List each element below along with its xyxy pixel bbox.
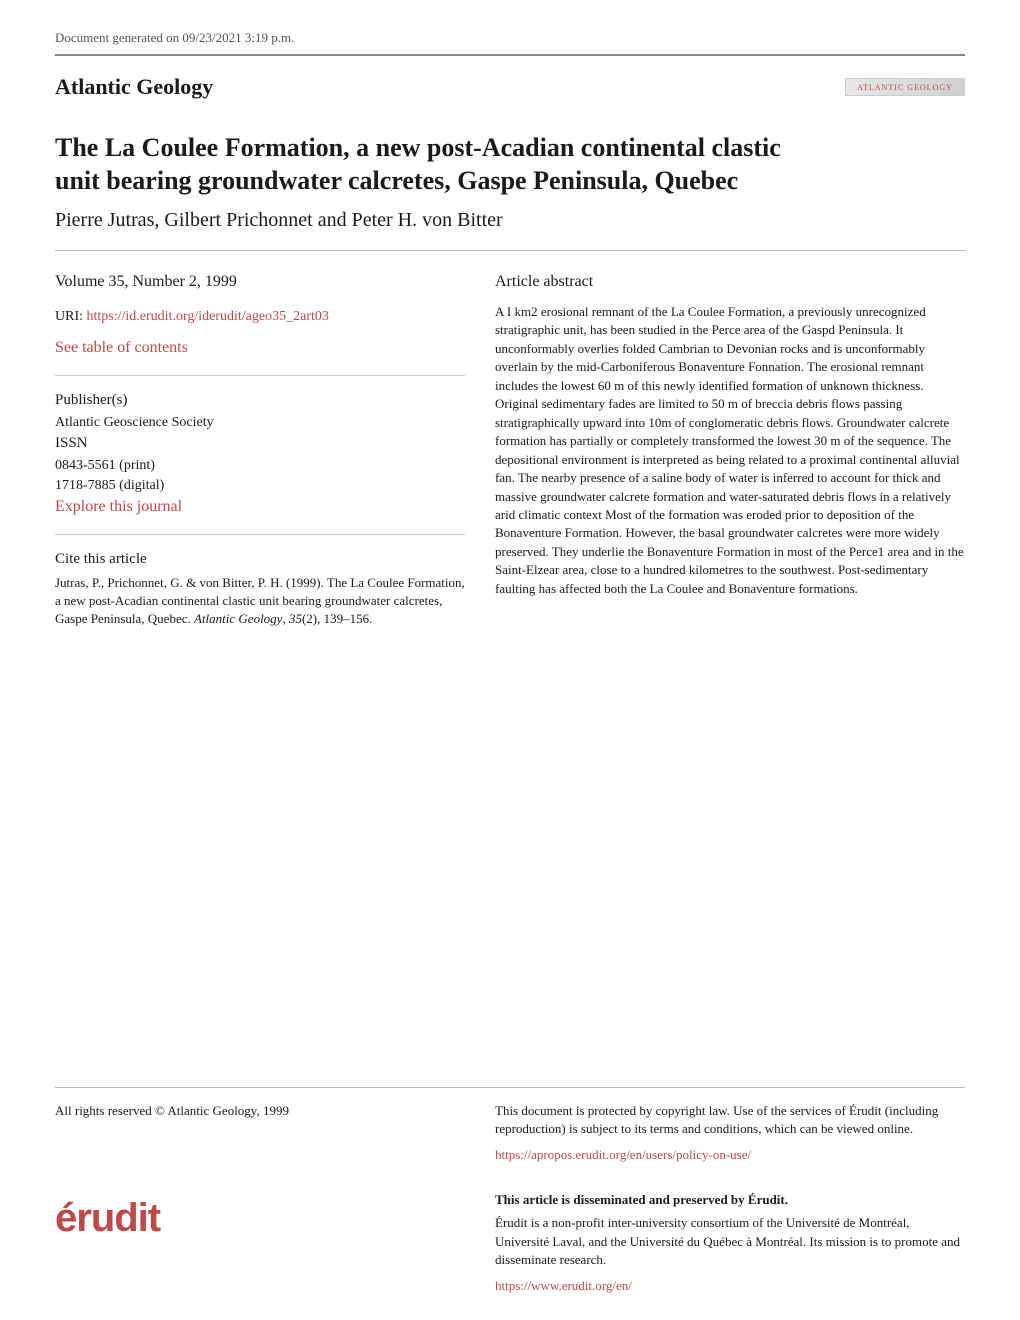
divider — [55, 534, 465, 535]
divider — [55, 250, 965, 251]
divider — [55, 1087, 965, 1088]
cite-part-3: (2), 139–156. — [302, 611, 372, 626]
divider — [55, 375, 465, 376]
issn-print: 0843-5561 (print) — [55, 458, 465, 474]
main-columns: Volume 35, Number 2, 1999 URI: https://i… — [55, 273, 965, 1087]
generated-timestamp: Document generated on 09/23/2021 3:19 p.… — [55, 30, 965, 56]
erudit-info: This article is disseminated and preserv… — [495, 1192, 965, 1295]
explore-journal-link[interactable]: Explore this journal — [55, 498, 182, 515]
right-column: Article abstract A I km2 erosional remna… — [495, 273, 965, 1087]
cite-volume: 35 — [289, 611, 302, 626]
left-column: Volume 35, Number 2, 1999 URI: https://i… — [55, 273, 465, 1087]
authors: Pierre Jutras, Gilbert Prichonnet and Pe… — [55, 209, 965, 232]
journal-logo: ATLANTIC GEOLOGY — [845, 78, 965, 96]
protected-text: This document is protected by copyright … — [495, 1102, 965, 1138]
disseminated-heading: This article is disseminated and preserv… — [495, 1192, 965, 1208]
erudit-logo-text: érudit — [55, 1196, 160, 1240]
footer-right: This document is protected by copyright … — [495, 1102, 965, 1164]
header-row: Atlantic Geology ATLANTIC GEOLOGY — [55, 74, 965, 100]
erudit-row: érudit This article is disseminated and … — [55, 1192, 965, 1295]
footer: All rights reserved © Atlantic Geology, … — [55, 1087, 965, 1295]
abstract-label: Article abstract — [495, 273, 965, 291]
footer-left: All rights reserved © Atlantic Geology, … — [55, 1102, 465, 1164]
issn-label: ISSN — [55, 435, 465, 452]
uri-label: URI: — [55, 309, 87, 324]
cite-text: Jutras, P., Prichonnet, G. & von Bitter,… — [55, 574, 465, 629]
abstract-text: A I km2 erosional remnant of the La Coul… — [495, 303, 965, 598]
erudit-logo: érudit — [55, 1192, 465, 1241]
publisher-label: Publisher(s) — [55, 392, 465, 409]
policy-link[interactable]: https://apropos.erudit.org/en/users/poli… — [495, 1147, 751, 1162]
erudit-link[interactable]: https://www.erudit.org/en/ — [495, 1278, 632, 1293]
uri-link[interactable]: https://id.erudit.org/iderudit/ageo35_2a… — [87, 309, 329, 324]
issn-digital: 1718-7885 (digital) — [55, 478, 465, 494]
article-title: The La Coulee Formation, a new post-Acad… — [55, 132, 815, 197]
footer-row: All rights reserved © Atlantic Geology, … — [55, 1102, 965, 1164]
journal-name: Atlantic Geology — [55, 74, 213, 100]
uri-line: URI: https://id.erudit.org/iderudit/ageo… — [55, 309, 465, 325]
disseminated-text: Érudit is a non-profit inter-university … — [495, 1214, 965, 1269]
copyright: All rights reserved © Atlantic Geology, … — [55, 1102, 465, 1120]
cite-label: Cite this article — [55, 551, 465, 568]
cite-journal: Atlantic Geology — [194, 611, 282, 626]
toc-link[interactable]: See table of contents — [55, 339, 188, 356]
publisher-value: Atlantic Geoscience Society — [55, 415, 465, 431]
issue-info: Volume 35, Number 2, 1999 — [55, 273, 465, 291]
